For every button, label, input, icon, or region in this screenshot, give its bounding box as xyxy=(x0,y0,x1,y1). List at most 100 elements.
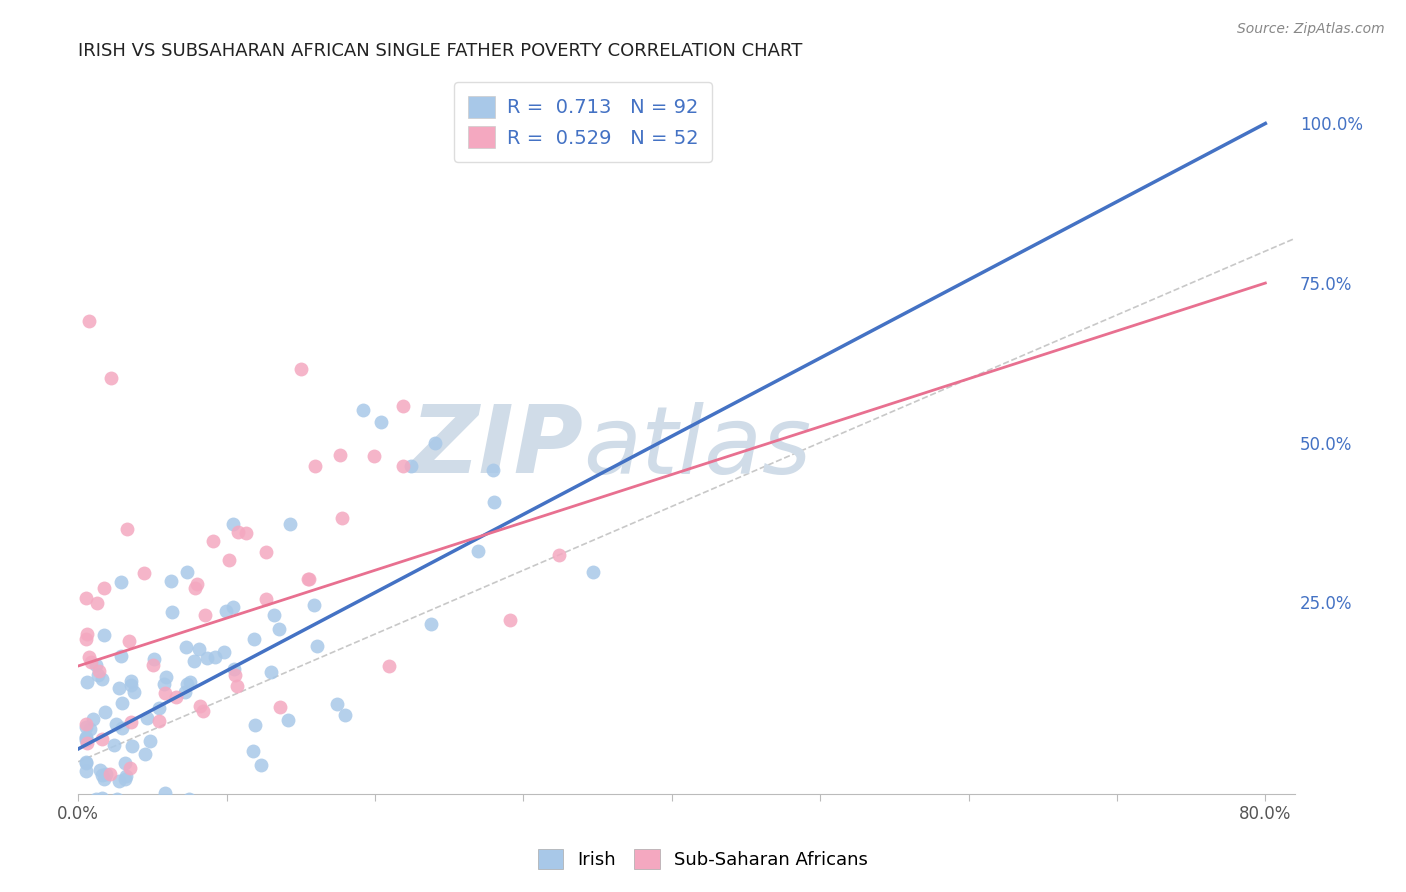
Point xyxy=(118,761,141,775)
Point xyxy=(335,708,357,723)
Point xyxy=(363,449,385,463)
Point xyxy=(100,370,122,384)
Point xyxy=(110,649,132,664)
Point xyxy=(87,668,110,682)
Point xyxy=(176,677,198,691)
Point xyxy=(91,732,114,747)
Point xyxy=(139,734,162,748)
Point xyxy=(297,572,319,586)
Point xyxy=(218,553,240,567)
Point xyxy=(160,605,183,619)
Point xyxy=(84,658,107,673)
Point xyxy=(305,639,328,653)
Point xyxy=(111,696,134,710)
Text: IRISH VS SUBSAHARAN AFRICAN SINGLE FATHER POVERTY CORRELATION CHART: IRISH VS SUBSAHARAN AFRICAN SINGLE FATHE… xyxy=(79,42,803,60)
Point xyxy=(215,604,238,618)
Point xyxy=(76,674,98,689)
Point xyxy=(254,545,277,559)
Point xyxy=(132,566,155,580)
Point xyxy=(75,591,97,606)
Point xyxy=(76,838,98,853)
Point xyxy=(110,574,132,589)
Point xyxy=(93,628,115,642)
Point xyxy=(392,399,415,413)
Point xyxy=(77,314,100,328)
Point xyxy=(179,792,201,806)
Point xyxy=(226,524,249,539)
Point xyxy=(420,617,443,632)
Point xyxy=(290,361,312,376)
Point xyxy=(114,772,136,786)
Point xyxy=(125,830,148,844)
Point xyxy=(399,459,422,474)
Point xyxy=(77,812,100,826)
Point xyxy=(481,463,503,477)
Point xyxy=(245,718,267,732)
Point xyxy=(194,607,217,622)
Point xyxy=(93,581,115,595)
Legend: R =  0.713   N = 92, R =  0.529   N = 52: R = 0.713 N = 92, R = 0.529 N = 52 xyxy=(454,82,711,162)
Point xyxy=(329,449,352,463)
Point xyxy=(191,704,214,718)
Point xyxy=(298,572,321,586)
Point xyxy=(86,596,108,610)
Point xyxy=(89,763,111,777)
Text: Source: ZipAtlas.com: Source: ZipAtlas.com xyxy=(1237,22,1385,37)
Point xyxy=(108,681,131,695)
Point xyxy=(82,712,104,726)
Point xyxy=(222,600,245,615)
Point xyxy=(224,668,246,682)
Point xyxy=(82,808,104,822)
Point xyxy=(75,756,97,770)
Point xyxy=(467,543,489,558)
Point xyxy=(103,738,125,752)
Point xyxy=(267,622,290,636)
Point xyxy=(91,791,114,805)
Point xyxy=(302,599,325,613)
Text: atlas: atlas xyxy=(583,402,811,493)
Point xyxy=(259,665,281,680)
Point xyxy=(84,792,107,806)
Point xyxy=(204,650,226,665)
Point xyxy=(75,716,97,731)
Point xyxy=(224,662,246,676)
Point xyxy=(330,511,353,525)
Point xyxy=(91,768,114,782)
Point xyxy=(75,733,97,747)
Point xyxy=(153,677,176,691)
Point xyxy=(75,632,97,646)
Point xyxy=(111,721,134,735)
Point xyxy=(76,627,98,641)
Point xyxy=(108,774,131,789)
Point xyxy=(378,659,401,673)
Point xyxy=(249,758,271,772)
Point xyxy=(120,714,142,729)
Point xyxy=(278,517,301,532)
Point xyxy=(76,736,98,750)
Point xyxy=(75,764,97,778)
Point xyxy=(114,756,136,770)
Point xyxy=(143,651,166,665)
Point xyxy=(136,711,159,725)
Point xyxy=(425,436,447,450)
Point xyxy=(482,495,505,509)
Point xyxy=(173,685,195,699)
Point xyxy=(91,672,114,686)
Point xyxy=(148,714,170,728)
Point xyxy=(352,403,374,417)
Point xyxy=(370,415,392,429)
Point xyxy=(122,685,145,699)
Point xyxy=(75,731,97,745)
Point xyxy=(155,686,177,700)
Point xyxy=(212,645,235,659)
Point xyxy=(242,744,264,758)
Point xyxy=(121,739,143,753)
Point xyxy=(269,700,291,714)
Point xyxy=(93,706,115,720)
Point xyxy=(96,766,118,780)
Point xyxy=(79,722,101,736)
Point xyxy=(326,697,349,711)
Point xyxy=(89,665,111,679)
Point xyxy=(75,861,97,875)
Point xyxy=(155,670,177,684)
